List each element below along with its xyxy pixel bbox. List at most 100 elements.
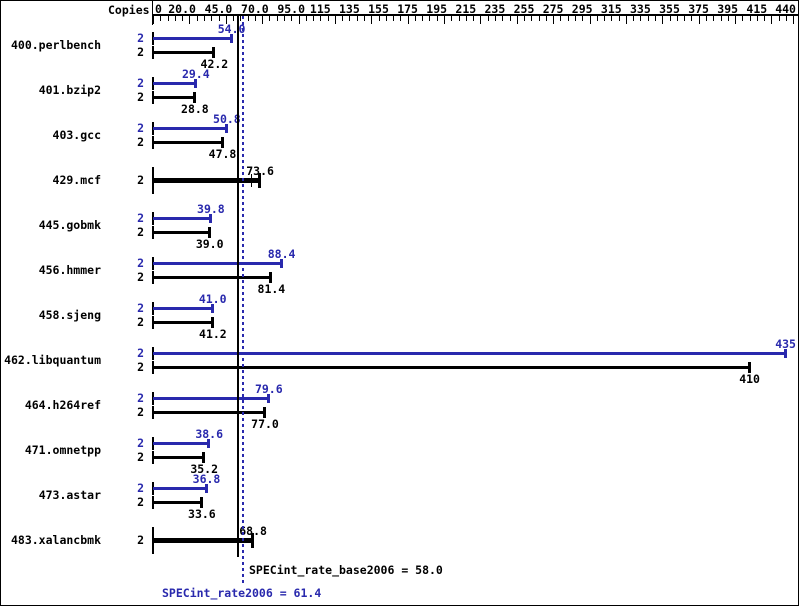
axis-tick: [203, 16, 205, 21]
axis-tick: [545, 16, 547, 21]
axis-tick: [436, 16, 438, 21]
bar-end-cap: [279, 259, 283, 268]
axis-label: 275: [542, 2, 564, 16]
bar-end-cap: [199, 497, 203, 508]
axis-tick: [502, 16, 504, 21]
axis-label: 440: [775, 2, 796, 16]
axis-label: 215: [455, 2, 477, 16]
axis-tick: [233, 16, 234, 21]
result-bar-peak: [153, 442, 210, 445]
result-bar-base: [153, 456, 205, 459]
copies-value: 2: [137, 76, 144, 90]
result-bar-peak: [153, 127, 227, 130]
bar-value-label: 68.8: [239, 523, 267, 538]
axis-tick: [167, 16, 169, 21]
benchmark-label: 456.hmmer: [38, 263, 101, 277]
axis-label: 175: [397, 2, 418, 16]
bar-end-cap: [266, 394, 270, 403]
result-bar-peak: [153, 82, 196, 85]
axis-tick: [189, 16, 191, 24]
copies-value: 2: [137, 346, 144, 360]
axis-tick: [218, 16, 220, 21]
axis-label: 195: [426, 2, 448, 16]
copies-value: 2: [137, 405, 144, 419]
axis-label: 315: [600, 2, 622, 16]
axis-tick: [575, 16, 576, 21]
bar-end-cap: [193, 79, 197, 88]
axis-tick: [625, 16, 627, 24]
axis-tick: [735, 16, 736, 24]
axis-label: 335: [630, 2, 651, 16]
bar-value-label: 77.0: [251, 416, 279, 431]
axis-tick: [713, 16, 715, 21]
axis-label: 395: [717, 2, 739, 16]
axis-tick: [778, 16, 780, 21]
result-bar-peak: [153, 352, 786, 355]
axis-tick: [429, 16, 431, 21]
axis-tick: [727, 16, 729, 21]
bar-value-label: 28.8: [181, 101, 209, 116]
result-bar-base: [153, 411, 265, 414]
copies-value: 2: [137, 360, 144, 374]
axis-tick: [174, 16, 176, 21]
bar-value-label: 79.6: [254, 381, 283, 396]
axis-tick: [254, 16, 256, 21]
axis-label: 155: [368, 2, 389, 16]
result-bar-base: [153, 276, 272, 279]
copies-value: 2: [137, 450, 144, 464]
axis-tick: [378, 16, 380, 21]
axis-tick: [356, 16, 358, 21]
result-bar-base: [153, 51, 215, 54]
axis-tick: [494, 16, 496, 21]
bar-value-label: 88.4: [267, 246, 296, 261]
axis-tick: [364, 16, 365, 21]
benchmark-label: 464.h264ref: [24, 398, 101, 412]
bar-value-label: 29.4: [181, 66, 210, 81]
result-bar-peak: [153, 487, 207, 490]
bar-end-cap: [220, 137, 224, 148]
axis-tick: [320, 16, 322, 21]
bar-end-cap: [207, 439, 211, 448]
peak-metric-label: SPECint_rate2006 = 61.4: [162, 586, 322, 600]
copies-value: 2: [137, 90, 144, 104]
axis-tick: [771, 16, 773, 24]
axis-tick: [160, 16, 162, 21]
benchmark-label: 462.libquantum: [4, 353, 101, 367]
result-bar-peak: [153, 217, 211, 220]
result-bar-base: [153, 96, 195, 99]
axis-tick: [567, 16, 569, 21]
axis-tick: [538, 16, 540, 21]
axis-tick: [487, 16, 489, 21]
axis-tick: [531, 16, 533, 21]
axis-tick: [640, 16, 642, 21]
axis-label: 255: [513, 2, 535, 16]
axis-tick: [414, 16, 416, 21]
axis-label: 235: [484, 2, 506, 16]
copies-value: 2: [137, 301, 144, 315]
bar-end-cap: [224, 124, 228, 133]
benchmark-label: 483.xalancbmk: [10, 533, 101, 547]
axis-tick: [480, 16, 482, 24]
axis-tick: [655, 16, 656, 21]
axis-tick: [444, 16, 445, 24]
axis-tick: [298, 16, 300, 24]
bar-end-cap: [210, 317, 214, 328]
bar-value-label: 36.8: [192, 471, 221, 486]
copies-value: 2: [137, 315, 144, 329]
axis-tick: [327, 16, 329, 21]
bar-end-cap: [210, 304, 214, 313]
axis-tick: [407, 16, 409, 24]
copies-value: 2: [137, 391, 144, 405]
axis-tick: [676, 16, 678, 21]
bar-value-label: 35.2: [190, 461, 219, 476]
copies-column-header: Copies: [108, 3, 150, 17]
axis-label: 45.0: [204, 2, 233, 16]
bar-value-label: 39.0: [195, 236, 224, 251]
axis-tick: [764, 16, 766, 21]
axis-label: 70.0: [241, 2, 269, 16]
axis-tick: [509, 16, 511, 21]
reference-line-base: [237, 16, 240, 557]
bar-end-cap: [258, 173, 262, 188]
result-bar-base: [153, 501, 202, 504]
copies-value: 2: [137, 121, 144, 135]
